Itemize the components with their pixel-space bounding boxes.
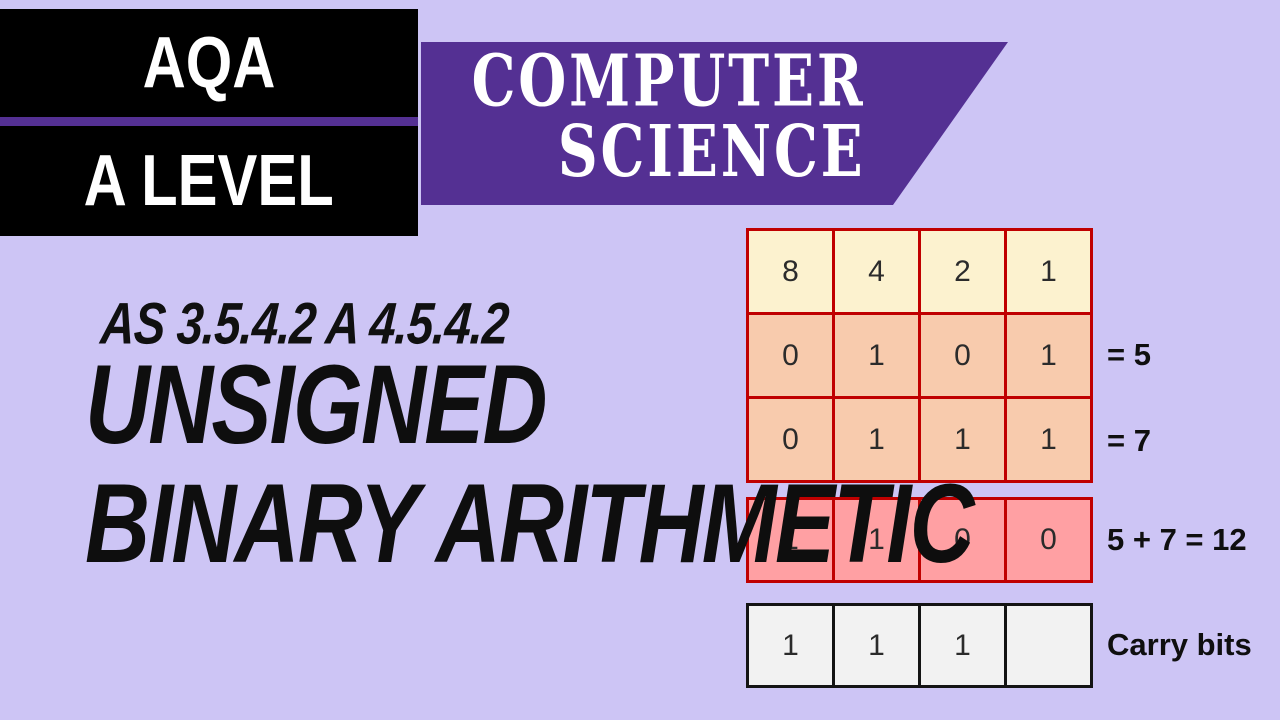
level-label: A LEVEL xyxy=(83,141,335,221)
title-line-unsigned: UNSIGNED xyxy=(85,342,547,468)
badge-divider xyxy=(0,117,418,126)
place-value-cell: 1 xyxy=(1007,231,1090,312)
place-value-cell: 2 xyxy=(921,231,1004,312)
banner-line-computer: COMPUTER xyxy=(471,39,866,123)
sum-equation-label: 5 + 7 = 12 xyxy=(1107,522,1247,557)
subject-banner-text: COMPUTER SCIENCE xyxy=(450,42,1008,187)
operand2-bit-cell: 1 xyxy=(921,399,1004,480)
operand1-bit-cell: 1 xyxy=(1007,315,1090,396)
banner-line-science: SCIENCE xyxy=(557,110,866,194)
operand2-bit-cell: 0 xyxy=(749,399,832,480)
result-bit-cell: 0 xyxy=(1007,500,1090,580)
operand1-bit-cell: 0 xyxy=(749,315,832,396)
result-row-table: 1 1 0 0 xyxy=(746,497,1093,583)
result-bit-cell: 1 xyxy=(835,500,918,580)
exam-board-label: AQA xyxy=(142,23,276,103)
place-value-cell: 8 xyxy=(749,231,832,312)
place-value-cell: 4 xyxy=(835,231,918,312)
exam-board-badge: AQA xyxy=(0,9,418,117)
carry-bit-cell: 1 xyxy=(921,606,1004,685)
carry-bit-cell: 1 xyxy=(749,606,832,685)
operand2-bit-cell: 1 xyxy=(1007,399,1090,480)
carry-row-table: 1 1 1 xyxy=(746,603,1093,688)
carry-bit-cell xyxy=(1007,606,1090,685)
carry-bit-cell: 1 xyxy=(835,606,918,685)
level-badge: A LEVEL xyxy=(0,126,418,236)
operand1-bit-cell: 1 xyxy=(835,315,918,396)
operand2-value-label: = 7 xyxy=(1107,423,1151,458)
result-bit-cell: 1 xyxy=(749,500,832,580)
binary-addition-table: 8 4 2 1 0 1 0 1 0 1 1 1 xyxy=(746,228,1093,483)
title-line-binary-arithmetic: BINARY ARITHMETIC xyxy=(85,461,975,587)
operand2-bit-cell: 1 xyxy=(835,399,918,480)
result-bit-cell: 0 xyxy=(921,500,1004,580)
operand1-bit-cell: 0 xyxy=(921,315,1004,396)
carry-bits-label: Carry bits xyxy=(1107,627,1252,662)
operand1-value-label: = 5 xyxy=(1107,337,1151,372)
subject-ribbon: COMPUTER SCIENCE xyxy=(421,42,1008,205)
